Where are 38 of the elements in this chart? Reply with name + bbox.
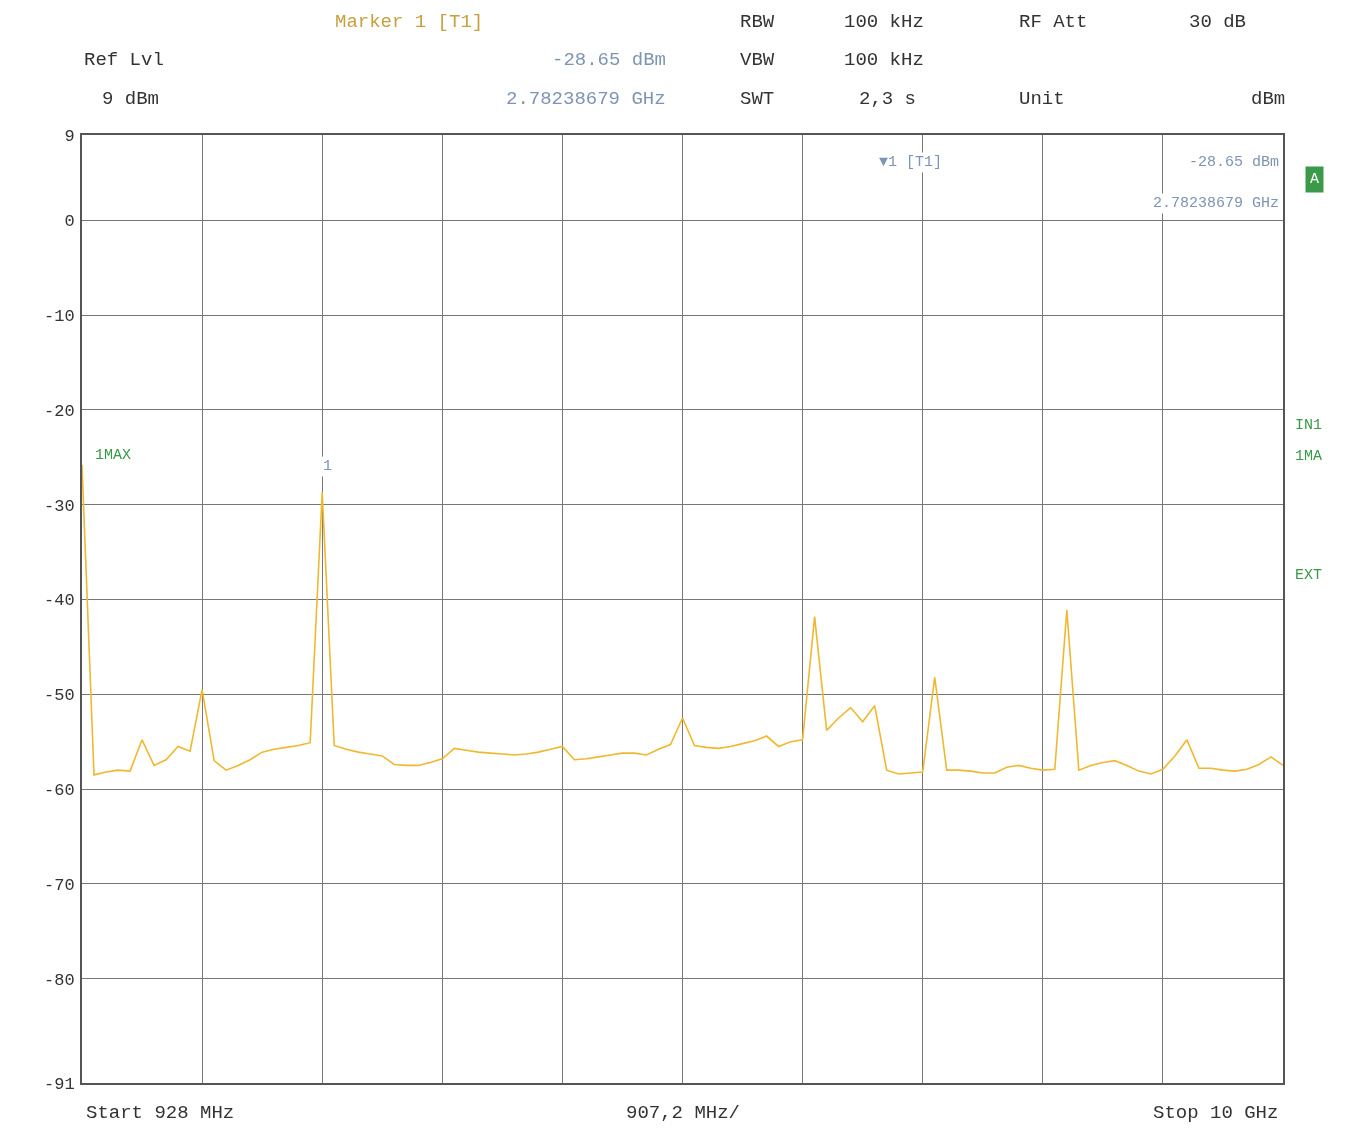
text: Ref Lvl — [84, 49, 164, 71]
annotation: 2.78238679 GHz — [1153, 195, 1280, 212]
text: Stop 10 GHz — [1153, 1102, 1279, 1124]
text: 1MA — [1295, 448, 1323, 465]
annotation: -28.65 dBm — [1189, 154, 1280, 171]
annotation: 1 — [323, 458, 333, 475]
text: SWT — [740, 88, 775, 110]
text: Start 928 MHz — [86, 1102, 235, 1124]
text: -28.65 dBm — [552, 49, 667, 71]
text: Marker 1 [T1] — [335, 11, 484, 33]
annotation: ▼1 [T1] — [879, 154, 943, 171]
text: IN1 — [1295, 417, 1323, 434]
text: 2.78238679 GHz — [506, 88, 666, 110]
y-tick-label: -50 — [43, 686, 75, 706]
y-tick-label: -20 — [43, 401, 75, 421]
y-tick-label: -70 — [43, 875, 75, 895]
y-tick-label: 9 — [64, 126, 75, 146]
text: dBm — [1251, 88, 1286, 110]
text: 2,3 s — [859, 88, 917, 110]
text: 100 kHz — [844, 11, 924, 33]
text: 100 kHz — [844, 49, 924, 71]
y-tick-label: -30 — [43, 496, 75, 516]
y-tick-label: -60 — [43, 781, 75, 801]
y-tick-label: -40 — [43, 591, 75, 611]
annotation: 1MAX — [95, 447, 132, 464]
text: 907,2 MHz/ — [626, 1102, 741, 1124]
text: Unit — [1019, 88, 1065, 110]
text: 9 dBm — [102, 88, 160, 110]
y-tick-label: 0 — [64, 212, 75, 232]
text: VBW — [740, 49, 775, 71]
text: 30 dB — [1189, 11, 1247, 33]
y-tick-label: -10 — [43, 307, 75, 327]
y-tick-label: -91 — [43, 1074, 75, 1094]
text: RF Att — [1019, 11, 1088, 33]
text: EXT — [1295, 567, 1323, 584]
y-tick-label: -80 — [43, 970, 75, 990]
text: A — [1310, 171, 1320, 188]
text: RBW — [740, 11, 775, 33]
